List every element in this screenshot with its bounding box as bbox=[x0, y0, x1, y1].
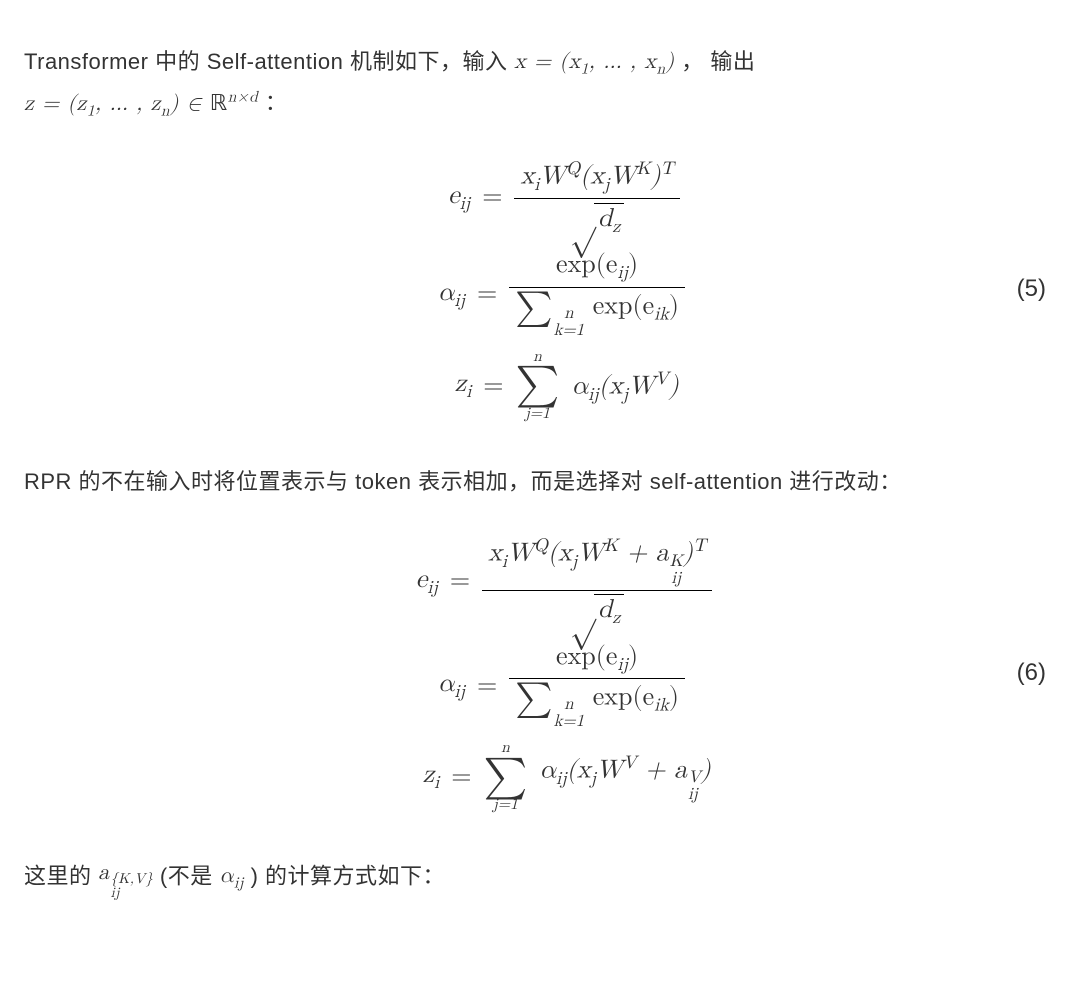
equation-block-6: eij = xiWQ(xjWK + aKij)T √dz αij = bbox=[24, 532, 1056, 814]
equation-number-6: (6) bbox=[1017, 659, 1046, 687]
text: ， 输出 bbox=[681, 49, 755, 74]
rpr-paragraph: RPR 的不在输入时将位置表示与 token 表示相加，而是选择对 self-a… bbox=[24, 462, 1056, 502]
text: Transformer 中的 Self-attention 机制如下，输入 bbox=[24, 49, 514, 74]
eq5-row2: αij = exp(eij) ∑ nk=1 exp(eik) bbox=[395, 248, 685, 341]
eq5-row3: zi = n ∑ j=1 αij(xjWV) bbox=[401, 350, 678, 423]
inline-math-aKV: a{K,V}ij bbox=[98, 854, 153, 901]
inline-math-z: z = (z1, … , zn) ∈ ℝn×d bbox=[24, 83, 258, 125]
text: ： bbox=[265, 90, 288, 115]
inline-math-x: x = (x1, … , xn) bbox=[514, 43, 675, 83]
intro-paragraph: Transformer 中的 Self-attention 机制如下，输入 x … bbox=[24, 42, 1056, 125]
text: (不是 bbox=[160, 863, 219, 888]
equation-5: eij = xiWQ(xjWK)T √dz αij = exp(eij bbox=[395, 155, 685, 422]
closing-paragraph: 这里的 a{K,V}ij (不是 αij ) 的计算方式如下： bbox=[24, 854, 1056, 901]
text: ) 的计算方式如下： bbox=[251, 863, 445, 888]
text: 这里的 bbox=[24, 863, 98, 888]
eq6-row1: eij = xiWQ(xjWK + aKij)T √dz bbox=[368, 532, 712, 632]
inline-math-alpha: αij bbox=[219, 857, 244, 897]
eq6-row3: zi = n ∑ j=1 αij(xjWV + aVij) bbox=[369, 741, 711, 814]
eq5-row1: eij = xiWQ(xjWK)T √dz bbox=[400, 155, 680, 240]
equation-number-5: (5) bbox=[1017, 275, 1046, 303]
equation-6: eij = xiWQ(xjWK + aKij)T √dz αij = bbox=[368, 532, 712, 814]
document-page: Transformer 中的 Self-attention 机制如下，输入 x … bbox=[0, 0, 1080, 943]
eq6-row2: αij = exp(eij) ∑ nk=1 exp(eik) bbox=[395, 640, 685, 733]
equation-block-5: eij = xiWQ(xjWK)T √dz αij = exp(eij bbox=[24, 155, 1056, 422]
